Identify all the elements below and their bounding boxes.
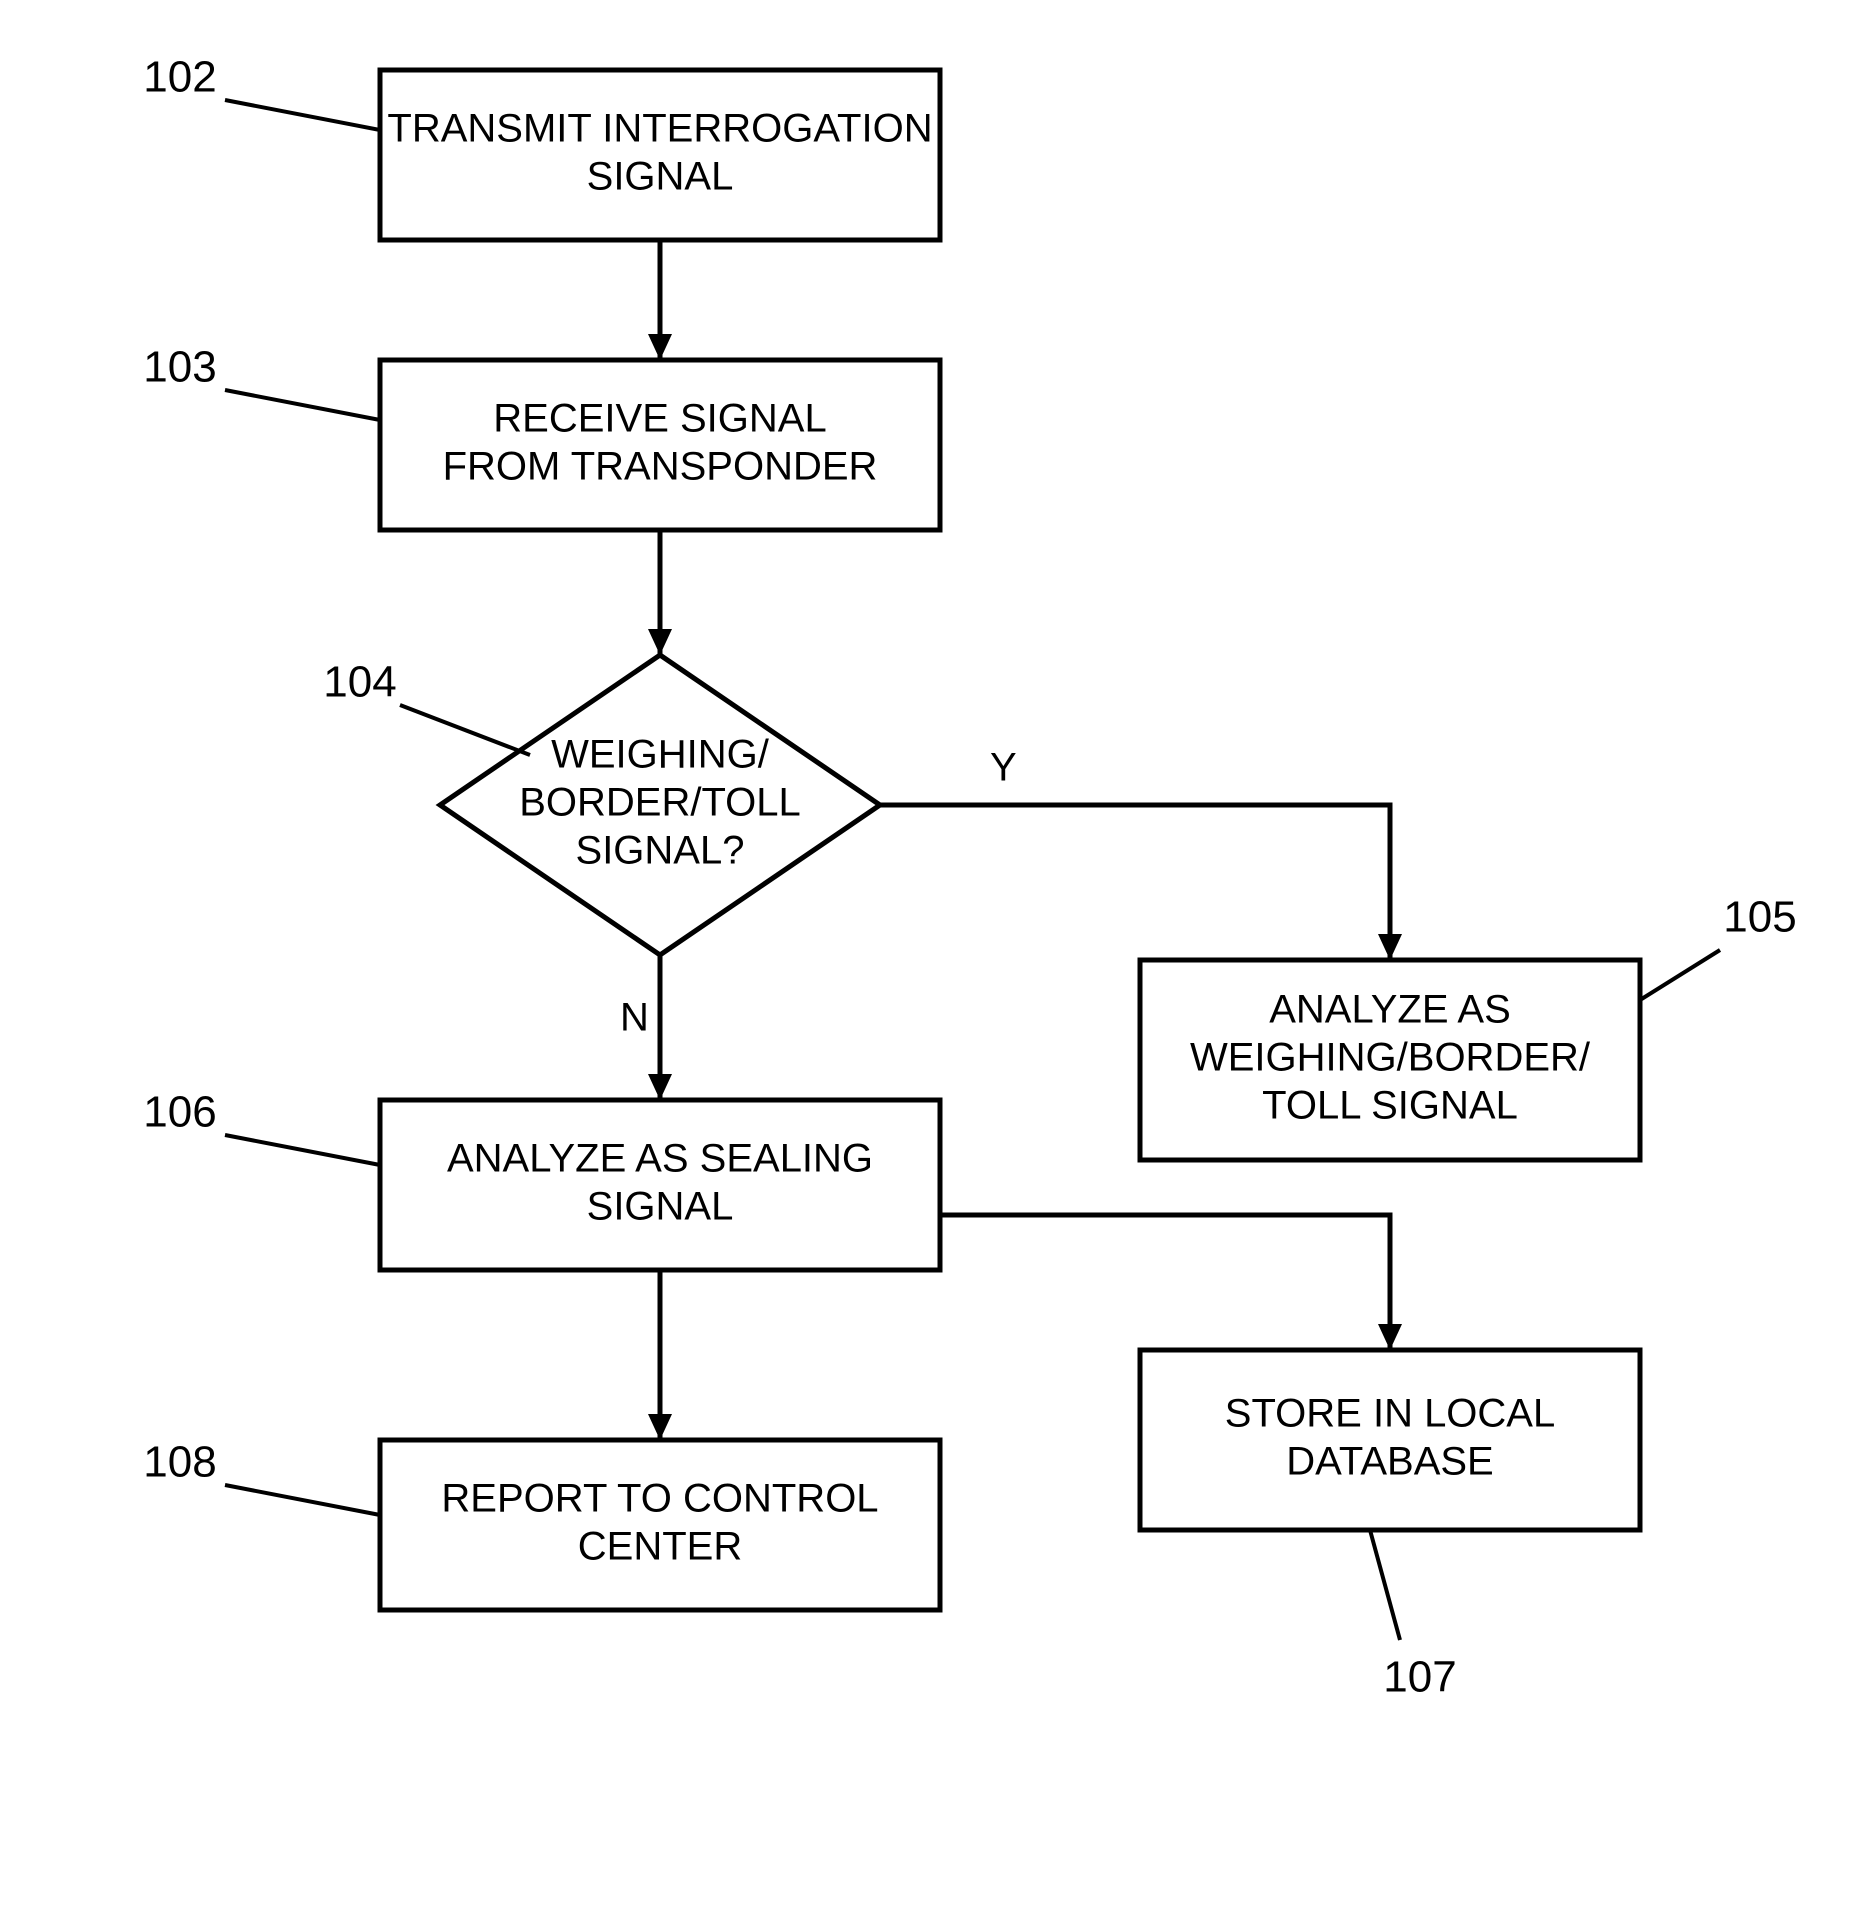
ref-number: 106 — [143, 1088, 216, 1137]
edge-label: N — [620, 996, 649, 1040]
svg-text:SIGNAL: SIGNAL — [587, 155, 734, 199]
ref-number: 105 — [1723, 893, 1796, 942]
flow-edge — [940, 1215, 1390, 1350]
ref-leader — [1370, 1530, 1400, 1640]
svg-text:DATABASE: DATABASE — [1286, 1440, 1493, 1484]
ref-number: 102 — [143, 53, 216, 102]
svg-text:CENTER: CENTER — [578, 1525, 742, 1569]
edge-label: Y — [990, 746, 1017, 790]
ref-leader — [400, 705, 530, 755]
svg-text:TOLL SIGNAL: TOLL SIGNAL — [1262, 1084, 1518, 1128]
ref-leader — [225, 1485, 380, 1515]
svg-text:STORE IN LOCAL: STORE IN LOCAL — [1225, 1392, 1555, 1436]
ref-number: 108 — [143, 1438, 216, 1487]
svg-text:RECEIVE SIGNAL: RECEIVE SIGNAL — [493, 397, 826, 441]
svg-text:ANALYZE AS: ANALYZE AS — [1269, 988, 1511, 1032]
flow-edge — [880, 805, 1390, 960]
svg-text:WEIGHING/: WEIGHING/ — [551, 733, 770, 777]
ref-leader — [1640, 950, 1720, 1000]
ref-leader — [225, 1135, 380, 1165]
ref-number: 103 — [143, 343, 216, 392]
svg-text:WEIGHING/BORDER/: WEIGHING/BORDER/ — [1190, 1036, 1591, 1080]
ref-number: 107 — [1383, 1653, 1456, 1702]
svg-text:ANALYZE AS SEALING: ANALYZE AS SEALING — [447, 1137, 873, 1181]
svg-text:SIGNAL: SIGNAL — [587, 1185, 734, 1229]
svg-text:FROM TRANSPONDER: FROM TRANSPONDER — [443, 445, 878, 489]
svg-text:SIGNAL?: SIGNAL? — [576, 829, 745, 873]
ref-leader — [225, 390, 380, 420]
svg-text:TRANSMIT INTERROGATION: TRANSMIT INTERROGATION — [387, 107, 932, 151]
ref-leader — [225, 100, 380, 130]
svg-text:REPORT TO CONTROL: REPORT TO CONTROL — [441, 1477, 878, 1521]
ref-number: 104 — [323, 658, 396, 707]
svg-text:BORDER/TOLL: BORDER/TOLL — [519, 781, 801, 825]
